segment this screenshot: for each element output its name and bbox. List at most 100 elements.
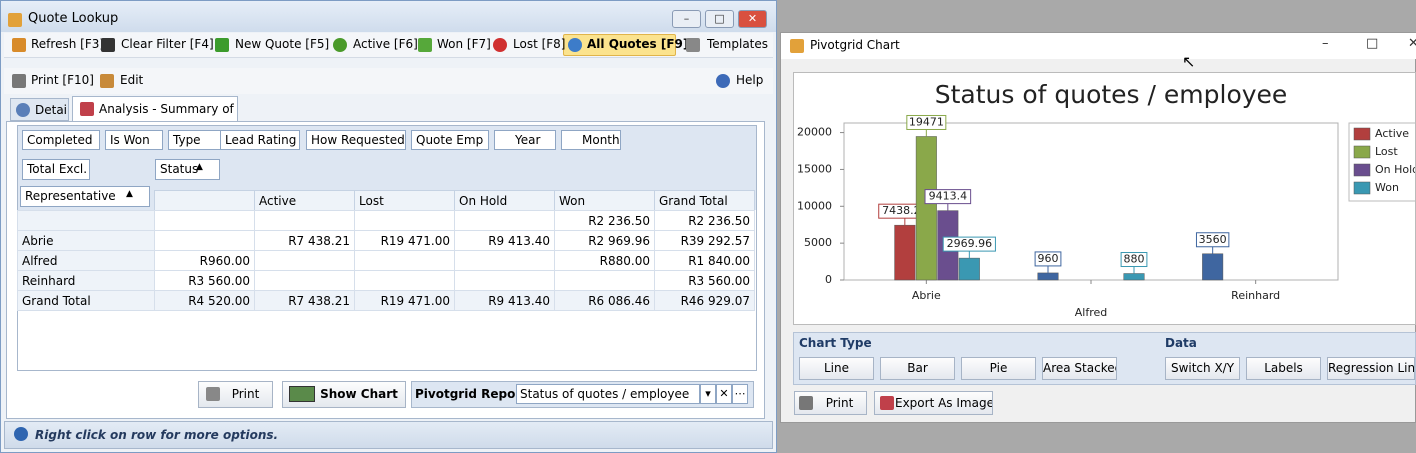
- toolbar-button[interactable]: All Quotes [F9]: [587, 37, 689, 51]
- combo-button[interactable]: ⋯: [732, 384, 748, 404]
- row-field[interactable]: Representative: [20, 186, 150, 207]
- button[interactable]: Regression Line: [1327, 357, 1415, 380]
- status-bar: [4, 421, 773, 449]
- column-header: Active: [254, 190, 355, 211]
- y-tick-label: 15000: [797, 162, 832, 175]
- legend-label: Lost: [1375, 145, 1398, 158]
- window-button[interactable]: –: [1322, 36, 1329, 51]
- filter-field[interactable]: Lead Rating: [220, 130, 300, 150]
- button[interactable]: Area Stacked: [1042, 357, 1117, 380]
- chart-title: Status of quotes / employee: [935, 80, 1288, 109]
- table-cell: [454, 270, 555, 291]
- column-header: On Hold: [454, 190, 555, 211]
- table-cell: [254, 210, 355, 231]
- table-cell: [354, 250, 455, 271]
- button[interactable]: Line: [799, 357, 874, 380]
- table-cell: [254, 250, 355, 271]
- filter-field[interactable]: Year: [494, 130, 556, 150]
- combo-box[interactable]: Status of quotes / employee: [516, 384, 700, 404]
- window-button[interactable]: –: [672, 10, 701, 28]
- toolbar-button[interactable]: Help: [736, 73, 764, 87]
- bar: [915, 136, 937, 281]
- column-header: Grand Total: [654, 190, 755, 211]
- column-header: Won: [554, 190, 655, 211]
- icon: [716, 74, 730, 88]
- combo-button[interactable]: ▾: [700, 384, 716, 404]
- x-tick-label: Alfred: [1075, 306, 1107, 319]
- label-box: [906, 114, 947, 130]
- row-header: Grand Total: [17, 290, 155, 311]
- toolbar-button[interactable]: Active [F6]: [353, 37, 418, 51]
- data-label: 2969.96: [947, 237, 993, 250]
- label-box: [924, 189, 972, 205]
- table-cell: R4 520.00: [154, 290, 255, 311]
- toolbar-button[interactable]: New Quote [F5]: [235, 37, 330, 51]
- bar: [958, 257, 980, 281]
- column-header: [154, 190, 255, 211]
- toolbar-button[interactable]: Won [F7]: [437, 37, 491, 51]
- icon: [880, 396, 894, 410]
- table-cell: R7 438.21: [254, 230, 355, 251]
- toolbar-button[interactable]: Refresh [F3]: [31, 37, 105, 51]
- table-cell: [554, 270, 655, 291]
- toolbar-button[interactable]: Print [F10]: [31, 73, 94, 87]
- legend-swatch: [1353, 127, 1371, 141]
- filter-field[interactable]: Type: [168, 130, 228, 150]
- table-cell: [454, 250, 555, 271]
- toolbar-button[interactable]: Edit: [120, 73, 144, 87]
- title-bar: [781, 33, 1416, 59]
- x-tick-label: Reinhard: [1231, 289, 1280, 302]
- data-label: 9413.4: [929, 190, 968, 203]
- filter-field[interactable]: How Requested: [306, 130, 406, 150]
- icon: [799, 396, 813, 410]
- row-header: Alfred: [17, 250, 155, 271]
- window-button[interactable]: ✕: [738, 10, 767, 28]
- row-header: Reinhard: [17, 270, 155, 291]
- filter-field[interactable]: Completed: [22, 130, 100, 150]
- table-cell: R960.00: [154, 250, 255, 271]
- tab-selected[interactable]: Analysis - Summary of data: [72, 96, 238, 122]
- table-cell: [254, 270, 355, 291]
- button[interactable]: Labels: [1246, 357, 1321, 380]
- window-button[interactable]: ✕: [1408, 36, 1416, 51]
- report-label: Pivotgrid Report:: [415, 387, 532, 401]
- icon: [493, 38, 507, 52]
- icon: [568, 38, 582, 52]
- button[interactable]: Pie: [961, 357, 1036, 380]
- toolbar-button[interactable]: Clear Filter [F4]: [121, 37, 214, 51]
- mouse-cursor: ↖: [1182, 52, 1196, 71]
- combo-button[interactable]: ✕: [716, 384, 732, 404]
- table-cell: R1 840.00: [654, 250, 755, 271]
- table-cell: R3 560.00: [154, 270, 255, 291]
- column-field[interactable]: Status: [155, 159, 220, 180]
- legend-swatch: [1353, 163, 1371, 177]
- filter-field[interactable]: Is Won: [105, 130, 163, 150]
- table-cell: R9 413.40: [454, 290, 555, 311]
- data-label: 880: [1124, 253, 1145, 266]
- button[interactable]: Switch X/Y: [1165, 357, 1240, 380]
- toolbar-button-selected[interactable]: [563, 34, 676, 56]
- y-tick-label: 20000: [797, 126, 832, 139]
- row-header: [17, 210, 155, 231]
- table-cell: R19 471.00: [354, 230, 455, 251]
- data-label: 19471: [909, 115, 944, 128]
- window-button[interactable]: □: [1366, 36, 1379, 51]
- window-button[interactable]: □: [705, 10, 734, 28]
- bar: [1123, 273, 1145, 281]
- icon: [686, 38, 700, 52]
- button[interactable]: Bar: [880, 357, 955, 380]
- title-bar: [1, 1, 776, 32]
- table-cell: [154, 230, 255, 251]
- legend-swatch: [1353, 145, 1371, 159]
- data-field[interactable]: Total Excl.: [22, 159, 90, 180]
- icon: [12, 74, 26, 88]
- table-cell: R7 438.21: [254, 290, 355, 311]
- table-cell: R3 560.00: [654, 270, 755, 291]
- data-label: 3560: [1199, 233, 1227, 246]
- toolbar-button[interactable]: Templates: [707, 37, 769, 51]
- filter-field[interactable]: Quote Emp: [411, 130, 489, 150]
- filter-field[interactable]: Month: [561, 130, 621, 150]
- toolbar-button[interactable]: Lost [F8]: [513, 37, 566, 51]
- table-cell: R880.00: [554, 250, 655, 271]
- icon: [8, 13, 22, 27]
